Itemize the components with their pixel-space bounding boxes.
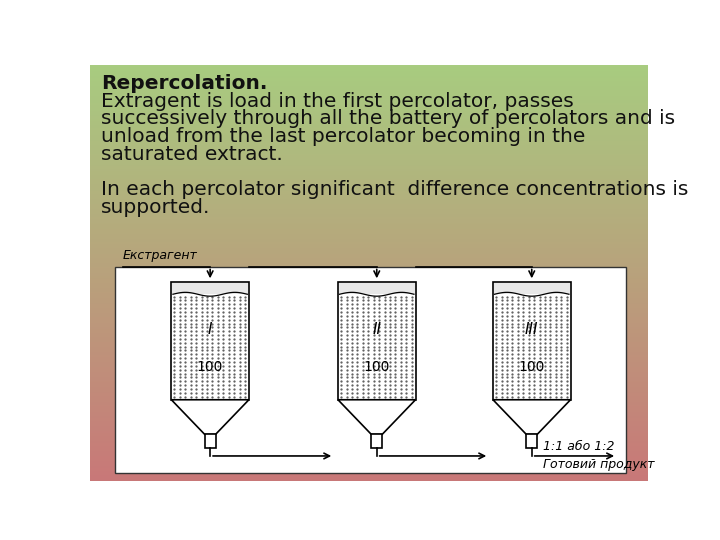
- Bar: [338, 282, 415, 400]
- Bar: [372, 434, 382, 448]
- Text: 100: 100: [518, 360, 545, 374]
- Text: 100: 100: [364, 360, 390, 374]
- Bar: [339, 283, 415, 294]
- Bar: [526, 434, 537, 448]
- Bar: [172, 283, 248, 294]
- Bar: [171, 282, 249, 400]
- Text: successively through all the battery of percolators and is: successively through all the battery of …: [101, 110, 675, 129]
- Text: supported.: supported.: [101, 198, 210, 217]
- Polygon shape: [171, 400, 249, 434]
- Text: III: III: [525, 321, 539, 336]
- Bar: [114, 267, 626, 473]
- Polygon shape: [493, 400, 570, 434]
- Text: Екстрагент: Екстрагент: [122, 249, 197, 262]
- Text: 1:1 або 1:2: 1:1 або 1:2: [544, 440, 615, 453]
- Polygon shape: [338, 400, 415, 434]
- Bar: [493, 282, 570, 400]
- Text: 100: 100: [197, 360, 223, 374]
- Text: saturated extract.: saturated extract.: [101, 145, 283, 164]
- Text: II: II: [372, 321, 382, 336]
- Text: In each percolator significant  difference concentrations is: In each percolator significant differenc…: [101, 180, 688, 199]
- Text: I: I: [208, 321, 212, 336]
- Bar: [494, 283, 570, 294]
- Bar: [204, 434, 215, 448]
- Text: Extragent is load in the first percolator, passes: Extragent is load in the first percolato…: [101, 92, 574, 111]
- Text: unload from the last percolator becoming in the: unload from the last percolator becoming…: [101, 127, 585, 146]
- Text: Готовий продукт: Готовий продукт: [544, 458, 655, 471]
- Text: Repercolation.: Repercolation.: [101, 74, 267, 93]
